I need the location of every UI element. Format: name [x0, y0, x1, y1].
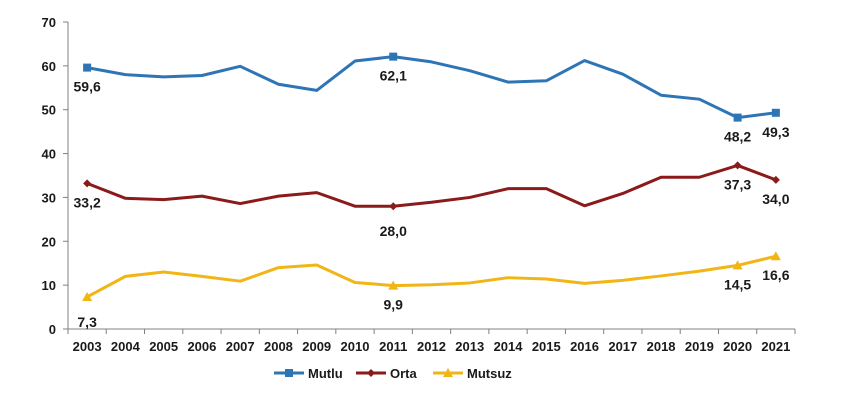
series-point-orta — [83, 179, 92, 188]
series-line-mutsuz — [86, 254, 777, 299]
y-tick-label: 10 — [42, 278, 56, 293]
legend-label-mutlu: Mutlu — [308, 366, 343, 381]
series-line-mutlu — [86, 55, 777, 120]
series-point-mutsuz — [388, 280, 399, 290]
x-axis-ticks: 2003 2004 2005 2006 2007 2008 2009 2010 2011 2012… — [67, 329, 796, 354]
data-label-mutlu: 62,1 — [380, 68, 407, 84]
data-label-mutsuz: 14,5 — [724, 276, 751, 292]
legend: Mutlu Orta Mutsuz — [274, 366, 512, 381]
legend-label-mutsuz: Mutsuz — [467, 366, 512, 381]
series-orta — [83, 161, 780, 211]
data-labels: 59,6 62,1 48,2 49,3 33,2 28,0 37,3 34,0 7,3 9,9 14… — [74, 68, 790, 330]
x-tick-label: 2010 — [341, 339, 370, 354]
x-tick-label: 2016 — [570, 339, 599, 354]
data-label-orta: 34,0 — [762, 191, 789, 207]
y-tick-label: 40 — [42, 147, 56, 162]
data-label-mutlu: 49,3 — [762, 124, 789, 140]
series-point-mutsuz — [82, 291, 93, 301]
data-label-mutsuz: 9,9 — [384, 297, 404, 313]
series-point-mutlu — [83, 63, 92, 72]
data-label-mutlu: 48,2 — [724, 129, 751, 145]
x-tick-label: 2006 — [187, 339, 216, 354]
legend-marker-mutlu — [285, 369, 293, 377]
y-axis-ticks: 0 10 20 30 40 50 60 70 — [42, 15, 68, 337]
y-tick-label: 60 — [42, 59, 56, 74]
series-point-orta — [771, 175, 780, 184]
x-tick-label: 2018 — [647, 339, 676, 354]
y-tick-label: 0 — [49, 322, 56, 337]
data-label-mutsuz: 16,6 — [762, 267, 789, 283]
data-label-mutsuz: 7,3 — [77, 314, 97, 330]
x-tick-label: 2008 — [264, 339, 293, 354]
series-layer — [82, 52, 781, 301]
y-tick-label: 20 — [42, 234, 56, 249]
x-tick-label: 2019 — [685, 339, 714, 354]
series-line-orta — [86, 163, 777, 208]
series-point-mutlu — [733, 113, 742, 122]
x-tick-label: 2017 — [608, 339, 637, 354]
x-tick-label: 2004 — [111, 339, 141, 354]
data-label-orta: 28,0 — [380, 223, 407, 239]
data-label-orta: 33,2 — [74, 194, 101, 210]
series-point-mutsuz — [732, 260, 743, 270]
plot-area: 0 10 20 30 40 50 60 70 2003 2004 2005 2006 2007 2008… — [42, 15, 796, 354]
series-point-mutlu — [771, 108, 780, 117]
y-tick-label: 50 — [42, 103, 56, 118]
y-tick-label: 30 — [42, 190, 56, 205]
series-point-orta — [733, 161, 742, 170]
x-tick-label: 2020 — [723, 339, 752, 354]
x-tick-label: 2013 — [455, 339, 484, 354]
legend-marker-orta — [367, 369, 375, 377]
series-mutsuz — [82, 251, 781, 301]
x-tick-label: 2011 — [379, 339, 407, 354]
series-point-mutsuz — [770, 251, 781, 261]
x-tick-label: 2014 — [494, 339, 524, 354]
x-tick-label: 2009 — [302, 339, 331, 354]
data-label-orta: 37,3 — [724, 176, 751, 192]
x-tick-label: 2021 — [761, 339, 790, 354]
x-tick-label: 2007 — [226, 339, 255, 354]
legend-marker-mutsuz — [443, 368, 453, 377]
x-tick-label: 2015 — [532, 339, 561, 354]
x-tick-label: 2003 — [73, 339, 102, 354]
series-point-mutlu — [389, 52, 398, 61]
x-tick-label: 2012 — [417, 339, 446, 354]
data-label-mutlu: 59,6 — [74, 79, 101, 95]
x-tick-label: 2005 — [149, 339, 178, 354]
legend-label-orta: Orta — [390, 366, 418, 381]
y-tick-label: 70 — [42, 15, 56, 30]
series-mutlu — [83, 52, 780, 122]
series-point-orta — [389, 202, 398, 211]
